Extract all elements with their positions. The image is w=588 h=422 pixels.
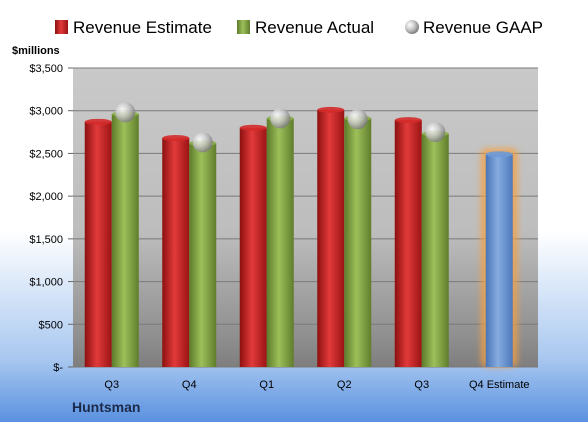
x-tick-label: Q2 xyxy=(337,379,352,391)
y-tick-label: $1,000 xyxy=(29,277,63,289)
legend-swatch-revenue-estimate xyxy=(55,20,68,34)
company-name: Huntsman xyxy=(72,399,140,415)
x-tick-label: Q4 Estimate xyxy=(469,379,530,391)
bar-revenue-estimate xyxy=(394,120,422,368)
legend: Revenue Estimate Revenue Actual Revenue GA… xyxy=(55,18,543,37)
bar-revenue-actual xyxy=(189,143,217,367)
bar-revenue-actual xyxy=(266,118,294,367)
x-tick-label: Q3 xyxy=(414,379,429,391)
x-tick-label: Q4 xyxy=(182,379,197,391)
bar-cap xyxy=(239,124,267,131)
x-tick-label: Q3 xyxy=(104,379,119,391)
legend-label: Revenue GAAP xyxy=(423,18,543,37)
bar-cap xyxy=(162,135,190,142)
y-tick-label: $2,500 xyxy=(29,148,63,160)
y-axis: $- $500 $1,000 $1,500 $2,000 $2,500 $3,000 $3,5… xyxy=(29,63,73,374)
legend-swatch-revenue-actual xyxy=(237,20,250,34)
y-tick-label: $500 xyxy=(39,319,63,331)
marker-revenue-gaap xyxy=(270,108,291,129)
legend-swatch-revenue-gaap xyxy=(405,20,419,34)
marker-revenue-gaap xyxy=(347,109,368,130)
y-tick-label: $3,000 xyxy=(29,106,63,118)
bar-revenue-actual xyxy=(421,133,449,367)
bar-cap xyxy=(84,118,112,125)
bar-q4-estimate xyxy=(485,154,513,367)
y-tick-label: $2,000 xyxy=(29,191,63,203)
plot-area xyxy=(73,68,538,367)
legend-label: Revenue Estimate xyxy=(73,18,212,37)
gaap-markers xyxy=(115,102,446,153)
legend-label: Revenue Actual xyxy=(255,18,374,37)
bar-revenue-estimate xyxy=(162,138,190,367)
bar-revenue-estimate xyxy=(239,127,267,367)
marker-revenue-gaap xyxy=(425,122,446,143)
x-tick-label: Q1 xyxy=(259,379,274,391)
bar-revenue-actual xyxy=(344,118,372,367)
bar-cap xyxy=(317,106,345,113)
y-tick-label: $- xyxy=(53,362,63,374)
y-tick-label: $1,500 xyxy=(29,234,63,246)
bars xyxy=(84,106,518,368)
bar-revenue-estimate xyxy=(84,121,112,367)
bar-cap xyxy=(394,117,422,124)
bar-revenue-estimate xyxy=(317,109,345,368)
y-axis-unit-label: $millions xyxy=(12,45,60,57)
bar-cap xyxy=(485,151,513,158)
gridlines xyxy=(73,67,538,368)
y-tick-label: $3,500 xyxy=(29,63,63,75)
marker-revenue-gaap xyxy=(192,132,213,153)
marker-revenue-gaap xyxy=(115,102,136,123)
x-axis: Q3 Q4 Q1 Q2 Q3 Q4 Estimate xyxy=(104,379,529,391)
bar-revenue-actual xyxy=(111,114,139,367)
